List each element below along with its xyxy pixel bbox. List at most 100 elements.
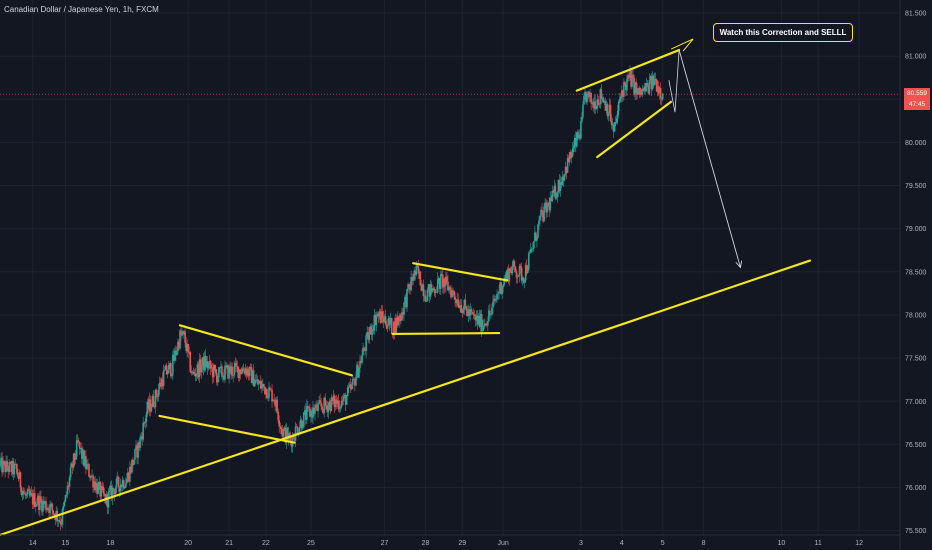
projection-zigzag: [668, 50, 680, 113]
candle-up: [547, 202, 549, 205]
candle-up: [261, 384, 263, 389]
candle-up: [228, 366, 230, 379]
trendline-drawings[interactable]: [0, 48, 812, 537]
candle-up: [186, 344, 188, 352]
candle-up: [238, 369, 241, 379]
candle-up: [618, 98, 621, 102]
candle-down: [647, 85, 650, 94]
trendline[interactable]: [596, 100, 673, 159]
candle-down: [175, 350, 177, 355]
projection-line[interactable]: [678, 49, 741, 268]
candle-up: [572, 145, 575, 149]
candle-up: [177, 341, 179, 352]
candle-up: [181, 334, 183, 336]
candle-down: [53, 513, 56, 515]
time-axis[interactable]: 14 15 18 20 21 22 25 27 28 29 Jun 3 4 5 8 10 11 12: [0, 534, 900, 547]
callout-leader-lines: [670, 38, 694, 52]
price-tick-label: 78.000: [905, 312, 927, 319]
candle-up: [208, 361, 211, 365]
candle-down: [279, 426, 282, 428]
trendline[interactable]: [178, 324, 353, 377]
candle-down: [646, 82, 649, 86]
candle-down: [357, 364, 359, 378]
candle-down: [4, 461, 6, 472]
candle-down: [382, 317, 385, 323]
candle-up: [32, 493, 35, 505]
candle-down: [316, 404, 318, 411]
candle-up: [248, 367, 251, 377]
candle-down: [598, 103, 601, 105]
candle-down: [138, 442, 140, 448]
candle-up: [605, 104, 608, 111]
annotation-callout[interactable]: Watch this Correction and SELLL: [713, 23, 853, 42]
candle-down: [424, 295, 427, 302]
candle-down: [52, 510, 54, 514]
candle-down: [461, 312, 464, 314]
candle-up: [421, 284, 424, 291]
candle-up: [536, 237, 538, 241]
candle-down: [319, 400, 321, 403]
candle-up: [538, 220, 540, 225]
candle-down: [548, 202, 551, 211]
trendline[interactable]: [575, 48, 681, 92]
candle-down: [639, 87, 642, 93]
candle-down: [290, 440, 293, 447]
projection-arrow[interactable]: [668, 49, 743, 269]
candle-down: [277, 411, 279, 421]
candle-up: [499, 282, 501, 292]
candle-up: [50, 503, 52, 505]
candle-down: [243, 370, 246, 374]
trendline[interactable]: [391, 331, 501, 336]
candle-up: [549, 197, 552, 211]
candle-down: [273, 399, 275, 401]
candle-down: [12, 461, 15, 475]
trendline[interactable]: [0, 259, 812, 537]
candle-up: [621, 90, 623, 97]
candle-up: [365, 335, 367, 352]
candle-down: [15, 464, 18, 469]
candle-up: [318, 400, 320, 405]
candle-up: [593, 101, 596, 108]
candle-up: [18, 472, 21, 479]
candle-up: [492, 301, 494, 308]
candle-down: [441, 274, 443, 275]
candle-up: [496, 294, 498, 300]
candle-up: [222, 375, 224, 377]
candle-up: [107, 492, 110, 508]
candle-down: [288, 433, 291, 437]
time-tick-label: 5: [661, 540, 665, 547]
candle-down: [19, 472, 22, 488]
candle-down: [256, 379, 259, 385]
candle-down: [329, 401, 332, 412]
trendline[interactable]: [158, 414, 296, 444]
candle-up: [95, 482, 97, 491]
candle-up: [627, 75, 629, 80]
candle-down: [263, 384, 265, 387]
candle-up: [539, 215, 541, 221]
candle-up: [641, 88, 644, 95]
candle-down: [655, 79, 658, 92]
candle-up: [431, 288, 434, 292]
candle-up: [576, 132, 578, 147]
candle-up: [601, 97, 604, 99]
symbol-title: Canadian Dollar / Japanese Yen, 1h, FXCM: [4, 5, 159, 14]
candle-down: [264, 386, 266, 395]
candle-down: [432, 288, 435, 290]
candle-down: [579, 134, 581, 139]
candle-up: [302, 412, 305, 428]
candle-up: [511, 267, 514, 274]
candle-down: [30, 493, 33, 494]
candle-up: [167, 364, 170, 374]
candle-up: [631, 75, 633, 87]
candle-up: [526, 269, 529, 273]
candle-down: [325, 405, 328, 406]
candle-down: [321, 406, 323, 410]
trendline[interactable]: [412, 262, 509, 282]
candle-up: [146, 401, 149, 415]
candle-up: [355, 377, 357, 386]
candle-down: [471, 311, 474, 314]
candle-up: [551, 190, 554, 202]
candle-up: [26, 489, 29, 495]
candle-down: [455, 299, 457, 304]
